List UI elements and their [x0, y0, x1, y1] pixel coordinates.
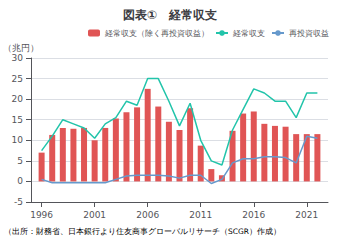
svg-text:図表① 経常収支: 図表① 経常収支: [123, 8, 217, 22]
svg-text:15: 15: [12, 115, 23, 125]
svg-text:10: 10: [12, 135, 24, 145]
svg-text:0: 0: [17, 176, 23, 186]
svg-text:25: 25: [12, 74, 23, 84]
svg-text:30: 30: [12, 53, 24, 63]
svg-text:2021: 2021: [295, 210, 318, 220]
svg-text:2001: 2001: [83, 210, 106, 220]
svg-text:経常収支（除く再投資収益）: 経常収支（除く再投資収益）: [104, 29, 209, 38]
svg-text:5: 5: [17, 156, 23, 166]
svg-text:-5: -5: [14, 197, 23, 207]
svg-text:2006: 2006: [136, 210, 159, 220]
svg-text:再投資収益: 再投資収益: [289, 29, 329, 38]
svg-text:1996: 1996: [30, 210, 53, 220]
svg-text:経常収支: 経常収支: [232, 29, 265, 38]
svg-text:2011: 2011: [189, 210, 212, 220]
svg-text:（兆円）: （兆円）: [3, 43, 39, 53]
svg-text:（出所：財務省、日本銀行より住友商事グローバルリサーチ（SC: （出所：財務省、日本銀行より住友商事グローバルリサーチ（SCGR）作成）: [4, 227, 281, 236]
svg-text:2016: 2016: [242, 210, 265, 220]
svg-text:20: 20: [12, 94, 24, 104]
